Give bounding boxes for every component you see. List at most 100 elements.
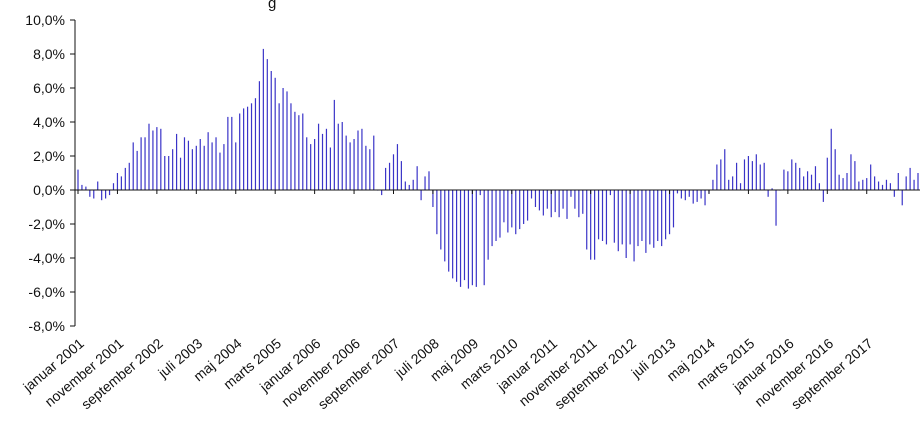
bar xyxy=(881,184,884,190)
bar xyxy=(483,190,485,286)
bar xyxy=(913,179,915,190)
bar xyxy=(775,190,777,226)
bar xyxy=(239,113,241,190)
bar xyxy=(822,190,824,202)
bar xyxy=(771,188,773,190)
bar xyxy=(692,190,694,204)
bar xyxy=(566,190,568,219)
bar xyxy=(905,176,907,190)
bar xyxy=(463,190,466,281)
bar xyxy=(160,128,162,190)
bar xyxy=(523,190,525,224)
bar xyxy=(298,115,300,190)
bar xyxy=(633,190,635,262)
bar xyxy=(428,171,430,190)
bar xyxy=(479,190,481,196)
bar xyxy=(262,48,264,191)
bar xyxy=(735,162,738,190)
bar xyxy=(164,156,166,190)
bar xyxy=(112,183,115,190)
bar xyxy=(917,173,919,190)
bar xyxy=(420,190,422,201)
bar xyxy=(85,186,87,190)
bar xyxy=(408,184,410,190)
bar xyxy=(195,145,197,190)
bar xyxy=(550,190,552,218)
bar xyxy=(700,190,702,199)
bar xyxy=(842,178,844,190)
bar xyxy=(156,127,158,190)
bar xyxy=(909,167,911,190)
bar xyxy=(791,159,793,190)
bar xyxy=(385,167,387,190)
bar xyxy=(448,190,450,272)
bar xyxy=(179,157,182,190)
bar xyxy=(507,190,509,233)
bar xyxy=(144,137,146,190)
bar xyxy=(617,190,619,252)
bar xyxy=(215,137,217,190)
bar xyxy=(526,190,529,221)
bar xyxy=(388,162,391,190)
bar xyxy=(231,116,233,190)
bar xyxy=(511,190,513,228)
bar xyxy=(901,190,903,206)
bar xyxy=(732,176,734,190)
bar xyxy=(321,133,324,190)
bar xyxy=(866,178,868,190)
bar xyxy=(325,128,328,190)
bar xyxy=(254,98,257,190)
bar xyxy=(223,144,225,190)
bar xyxy=(282,88,284,190)
bar xyxy=(850,154,852,190)
bar xyxy=(361,128,363,190)
bar xyxy=(621,190,623,245)
y-tick-label: -6,0% xyxy=(28,284,65,300)
bar xyxy=(637,190,639,247)
bar xyxy=(203,145,205,190)
bar xyxy=(416,166,418,190)
bar xyxy=(467,190,470,289)
bar xyxy=(246,106,249,190)
bar xyxy=(499,190,501,238)
bar xyxy=(444,190,446,262)
bar xyxy=(751,161,753,190)
bar xyxy=(455,190,458,282)
bar xyxy=(684,190,686,201)
bar xyxy=(235,142,237,190)
bar xyxy=(858,181,860,190)
bar xyxy=(258,81,261,190)
bar xyxy=(629,190,631,245)
bar xyxy=(306,137,308,190)
bar xyxy=(270,71,272,190)
bar xyxy=(605,190,608,245)
bar xyxy=(641,190,643,241)
bar xyxy=(314,139,316,190)
bar xyxy=(172,149,174,190)
bar xyxy=(77,169,79,190)
y-tick-label: 10,0% xyxy=(25,12,65,28)
bar xyxy=(590,190,592,260)
bar xyxy=(120,176,122,190)
bar xyxy=(799,167,801,190)
bar xyxy=(806,171,809,190)
bar xyxy=(491,190,493,247)
bar xyxy=(728,179,730,190)
bar xyxy=(341,122,343,190)
y-tick-label: -8,0% xyxy=(28,318,65,334)
y-tick-label: 2,0% xyxy=(33,148,65,164)
bar xyxy=(854,161,856,190)
bar xyxy=(601,190,604,241)
bars xyxy=(77,48,919,289)
bar xyxy=(787,171,789,190)
bar xyxy=(432,190,434,207)
bar xyxy=(250,103,253,190)
bar xyxy=(89,190,91,197)
bar xyxy=(661,190,663,247)
bar xyxy=(657,190,659,241)
bar xyxy=(724,149,726,190)
bar xyxy=(795,162,797,190)
bar xyxy=(578,190,580,218)
bar xyxy=(373,135,375,190)
